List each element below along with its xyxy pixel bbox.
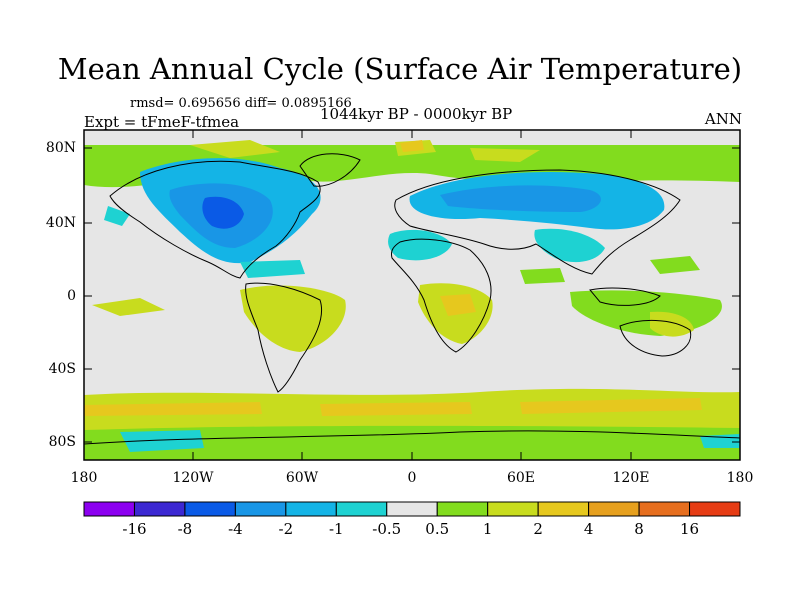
colorbar-box	[638, 501, 691, 517]
antarctic-cool	[120, 430, 740, 452]
colorbar-label: 8	[634, 520, 644, 538]
arctic-warm-spots	[190, 140, 540, 162]
colorbar-label: 1	[482, 520, 493, 538]
colorbar	[83, 501, 741, 517]
colorbar-label: 2	[533, 520, 543, 538]
lat-label-40n: 40N	[45, 215, 76, 231]
south-america-warm	[240, 285, 346, 352]
colorbar-box	[487, 501, 539, 517]
colorbar-box	[285, 501, 337, 517]
colorbar-box	[537, 501, 590, 517]
colorbar-label: -16	[122, 520, 147, 538]
lon-label-60e: 60E	[506, 470, 536, 486]
coastlines	[84, 153, 740, 445]
colorbar-box	[588, 501, 640, 517]
experiment-label: Expt = tFmeF-tfmea	[84, 113, 240, 131]
colorbar-box	[386, 501, 438, 517]
colorbar-label: 16	[679, 520, 700, 538]
colorbar-box	[335, 501, 388, 517]
colorbar-label: -8	[177, 520, 193, 538]
colorbar-label: -1	[328, 520, 344, 538]
colorbar-label: -4	[228, 520, 243, 538]
colorbar-label: -0.5	[372, 520, 402, 538]
lon-label-120e: 120E	[612, 470, 650, 486]
tibet-cool	[534, 228, 605, 263]
lon-label-60w: 60W	[285, 470, 319, 486]
colorbar-box	[83, 501, 135, 517]
lon-label-180e: 180	[726, 470, 754, 486]
australia-warm	[650, 311, 694, 337]
na-light-cool	[104, 206, 305, 278]
lat-label-0: 0	[67, 288, 76, 304]
lat-label-80s: 80S	[48, 434, 76, 450]
map-title: Mean Annual Cycle (Surface Air Temperatu…	[57, 52, 743, 86]
colorbar-box	[184, 501, 236, 517]
colorbar-box	[436, 501, 489, 517]
map-field	[84, 130, 740, 460]
lat-label-40s: 40S	[48, 361, 76, 377]
north-america-coldest	[202, 196, 244, 229]
colorbar-label: -2	[278, 520, 294, 538]
colorbar-box	[133, 501, 186, 517]
season-label: ANN	[704, 110, 742, 128]
arctic-hot-spot	[400, 140, 424, 152]
stats-label: rmsd= 0.695656 diff= 0.0895166	[130, 96, 352, 111]
lon-label-180w: 180	[70, 470, 98, 486]
southern-ocean-hot	[84, 398, 702, 416]
lon-label-0: 0	[407, 470, 417, 486]
lat-label-80n: 80N	[45, 140, 76, 156]
colorbar-box	[689, 501, 741, 517]
pacific-warm-patch	[92, 298, 165, 316]
period-label: 1044kyr BP - 0000kyr BP	[320, 105, 513, 123]
colorbar-label: 4	[583, 520, 594, 538]
colorbar-label: 0.5	[425, 520, 450, 538]
mediterranean-cool	[388, 229, 452, 261]
eurasia-cooler	[440, 185, 601, 212]
africa-hot	[440, 294, 476, 316]
antarctic-warm	[84, 425, 740, 460]
axis-ticks	[84, 130, 740, 460]
tropical-green-patches	[520, 256, 700, 284]
colorbar-box	[234, 501, 287, 517]
lon-label-120w: 120W	[172, 470, 214, 486]
